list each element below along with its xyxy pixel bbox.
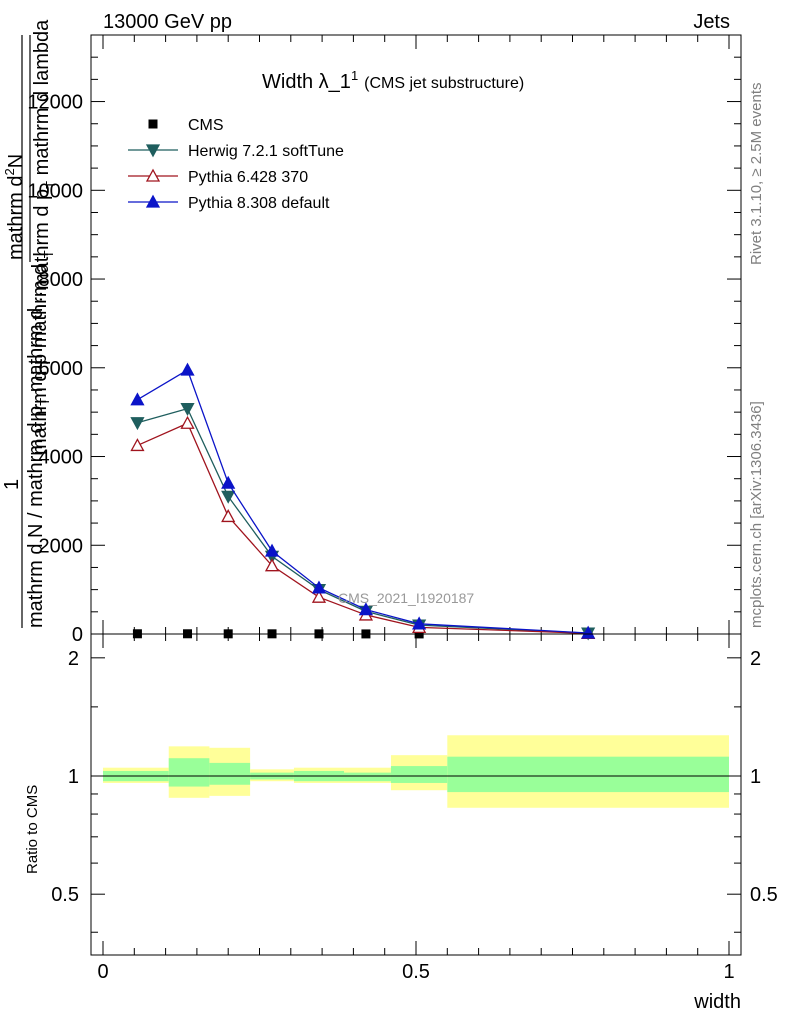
ylabel-numerator-upper: mathrm d <box>5 176 27 260</box>
header-right-label: Jets <box>693 11 730 33</box>
data-point <box>180 415 195 429</box>
data-point <box>180 402 195 416</box>
main-y-axis-label: 1 mathrm d2N mathrm d pT mathrm d lambda… <box>1 19 58 628</box>
ylabel-numerator-sup: 2 <box>2 168 17 175</box>
ratio-band-inner <box>447 756 729 793</box>
data-point <box>264 558 280 572</box>
ylabel-under: mathrm d N / mathrm d pT mathrm d ... <box>25 286 52 628</box>
data-point <box>264 543 280 557</box>
ylabel-cover: mathrm d p mathrm d T <box>29 250 56 455</box>
ratio-y-tick-label-right: 0.5 <box>750 884 778 906</box>
data-point <box>358 602 374 616</box>
ratio-y-tick-label-left: 2 <box>68 648 79 670</box>
legend: CMS Herwig 7.2.1 softTune Pythia 6.428 370… <box>128 117 344 212</box>
rivet-label: Rivet 3.1.10, ≥ 2.5M events <box>748 83 765 266</box>
y-tick-label: 8000 <box>39 269 84 291</box>
ylabel-one: 1 <box>1 479 23 490</box>
plot-title-sup: 1 <box>351 68 358 83</box>
ratio-band-inner <box>390 766 448 783</box>
ylabel-under-b: mathrm d ... <box>25 286 47 398</box>
ratio-y-tick-label-right: 2 <box>750 648 761 670</box>
ratio-y-tick-label-right: 1 <box>750 766 761 788</box>
ratio-y-axis-label: Ratio to CMS <box>24 785 41 874</box>
ylabel-denominator-a: mathrm d p <box>31 189 53 290</box>
y-tick-label: 12000 <box>27 92 83 114</box>
data-point <box>311 580 327 594</box>
data-point <box>180 362 195 376</box>
x-tick-label: 0.5 <box>402 961 430 983</box>
ratio-y-ticks: 0.5 0.5 1 1 2 2 <box>51 648 778 933</box>
legend-label: Herwig 7.2.1 softTune <box>188 143 344 160</box>
data-point <box>581 625 596 639</box>
legend-label: CMS <box>188 117 224 134</box>
ylabel-denominator: mathrm d pT mathrm d lambda <box>31 19 58 290</box>
plot-title-note: (CMS jet substructure) <box>364 75 524 92</box>
y-tick-label: 4000 <box>39 447 84 469</box>
ylabel-cover-sub: T <box>41 250 56 258</box>
data-point <box>221 490 236 504</box>
ylabel-under-a: mathrm d N / mathrm d p <box>25 406 47 628</box>
legend-label: Pythia 6.428 370 <box>188 169 308 186</box>
series-group <box>130 362 596 639</box>
ylabel-numerator-lower: N <box>5 154 27 168</box>
ratio-band-inner <box>344 772 391 782</box>
ratio-band-inner <box>209 762 251 785</box>
ylabel-denominator-b: mathrm d lambda <box>31 19 53 181</box>
ratio-bands <box>103 735 729 808</box>
legend-label: Pythia 8.308 default <box>188 195 330 212</box>
ylabel-under-a-sub: T <box>37 398 52 406</box>
ylabel-numerator: mathrm d2N <box>2 154 27 260</box>
legend-marker <box>145 168 161 182</box>
x-tick-label: 1 <box>723 961 734 983</box>
legend-marker <box>145 194 161 208</box>
ylabel-cover-b: p mathrm d <box>29 258 51 365</box>
y-tick-label: 10000 <box>27 180 83 202</box>
data-point <box>311 589 327 603</box>
x-tick-label: 0 <box>97 961 108 983</box>
y-tick-label: 0 <box>72 624 83 646</box>
data-point <box>130 438 145 452</box>
series-line <box>137 369 589 634</box>
mcplots-label: mcplots.cern.ch [arXiv:1306.3436] <box>748 401 765 628</box>
ylabel-denominator-a-sub: T <box>43 181 58 189</box>
y-tick-label: 6000 <box>39 358 84 380</box>
legend-marker <box>148 119 158 129</box>
y-tick-label: 2000 <box>39 535 84 557</box>
plot-title-main: Width λ_1 <box>262 71 351 93</box>
data-point <box>130 417 145 431</box>
data-point <box>412 616 427 630</box>
x-axis-label: width <box>693 991 741 1013</box>
data-point <box>130 392 145 406</box>
ratio-y-tick-label-left: 1 <box>68 766 79 788</box>
analysis-watermark: CMS_2021_I1920187 <box>338 590 474 606</box>
series-line <box>137 422 589 634</box>
data-point <box>221 475 236 489</box>
ylabel-cover-a: mathrm d <box>29 365 51 455</box>
main-y-ticks: 0 2000 4000 6000 8000 10000 12000 <box>27 34 741 646</box>
header-left-label: 13000 GeV pp <box>103 11 232 33</box>
plot-title: Width λ_11 (CMS jet substructure) <box>262 68 524 93</box>
legend-marker <box>145 144 161 158</box>
ratio-x-ticks: 0 0.5 1 <box>97 634 735 983</box>
ratio-y-tick-label-left: 0.5 <box>51 884 79 906</box>
series-line <box>137 407 589 634</box>
data-point <box>221 509 236 523</box>
ratio-band-inner <box>168 758 210 787</box>
